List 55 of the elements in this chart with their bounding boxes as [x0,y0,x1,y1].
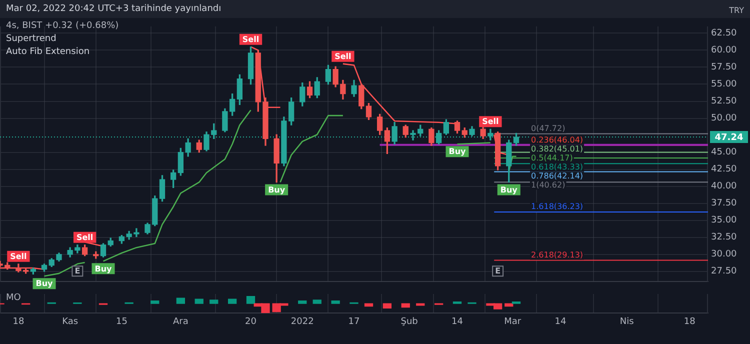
annotation: Supertrend [6,33,58,46]
annotation: Sell [482,117,500,126]
ref-line-label: 0.5(44.17) [531,153,573,162]
y-tick-label: 35.00 [711,216,738,226]
y-tick-label: 32.50 [711,232,738,243]
chart-title: MO [6,292,21,305]
y-tick-label: 30.00 [711,250,738,260]
annotation: Sell [76,232,94,242]
chart-title: Mar 02, 2022 20:42 UTC+3 tarihinde yayınlandı [6,4,222,14]
annotation: Sell [10,252,28,261]
annotation: Buy [448,147,467,156]
x-tick-label: 18 [12,316,24,327]
y-tick-label: 60.00 [711,46,738,56]
annotation: Sell [242,34,260,44]
chart-subtitle: 4s, BIST +0.32 (+0.68%) [6,20,119,33]
ref-line-label: 1.618(36.23) [531,202,584,212]
y-tick-label: 37.50 [711,198,738,209]
x-tick-label: Şub [400,316,418,327]
x-tick-label: Nis [620,316,634,327]
annotation: Sell [334,52,352,61]
x-tick-label: 15 [116,316,128,327]
y-tick-label: 50.00 [711,114,738,124]
y-tick-label: 45.00 [711,148,738,158]
x-tick-label: 20 [245,316,257,327]
annotation: E [74,266,80,276]
ref-line-label: 47.24 [714,132,744,143]
y-tick-label: 42.50 [711,164,738,175]
ref-line-label: 2.618(29.13) [531,250,584,260]
annotation: Buy [268,185,286,194]
x-tick-label: Mar [504,316,522,327]
x-tick-label: 14 [554,316,566,327]
x-tick-label: 14 [452,316,464,327]
annotation: Buy [36,279,54,288]
x-tick-label: Kas [62,316,78,327]
annotation: Buy [500,185,518,194]
x-tick-label: 2022 [290,316,314,327]
y-tick-label: 62.50 [711,28,738,39]
y-tick-label: 40.00 [711,182,738,192]
y-axis-title: TRY [729,6,744,15]
ref-line-label: 0.786(42.14) [531,171,584,180]
x-tick-label: 18 [684,316,696,327]
ref-line-label: 1(40.62) [531,180,566,190]
ref-line-label: 0(47.72) [531,124,566,133]
annotation: Auto Fib Extension [6,46,91,59]
annotation: Buy [94,264,113,274]
x-tick-label: Ara [173,316,188,327]
ref-line-label: 0.382(45.01) [531,144,584,154]
ref-line-label: 0.618(43.33) [531,162,584,172]
x-tick-label: 17 [348,316,360,327]
ref-line-label: 0.236(46.04) [531,135,584,144]
y-tick-label: 27.50 [711,266,738,277]
annotation: E [495,266,501,276]
y-tick-label: 52.50 [711,96,738,107]
y-tick-label: 57.50 [711,62,738,73]
y-tick-label: 55.00 [711,80,738,90]
